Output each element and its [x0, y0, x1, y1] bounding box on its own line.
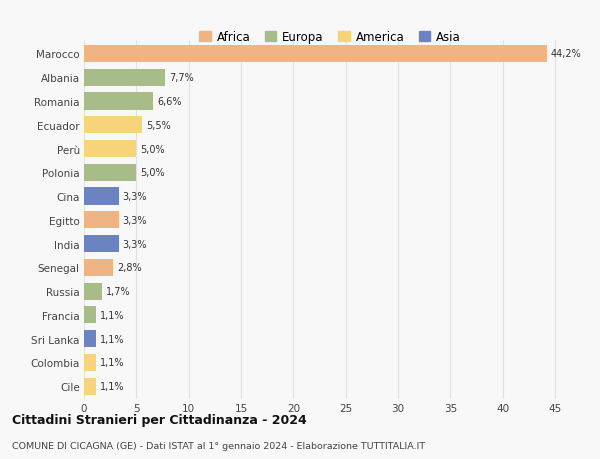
Text: 5,0%: 5,0%	[140, 144, 165, 154]
Text: 1,1%: 1,1%	[100, 358, 124, 368]
Text: 2,8%: 2,8%	[118, 263, 142, 273]
Text: 3,3%: 3,3%	[123, 239, 147, 249]
Text: 7,7%: 7,7%	[169, 73, 194, 83]
Text: 1,1%: 1,1%	[100, 310, 124, 320]
Bar	[84, 69, 164, 87]
Bar	[84, 330, 95, 347]
Text: 44,2%: 44,2%	[551, 50, 581, 59]
Text: Cittadini Stranieri per Cittadinanza - 2024: Cittadini Stranieri per Cittadinanza - 2…	[12, 413, 307, 426]
Legend: Africa, Europa, America, Asia: Africa, Europa, America, Asia	[196, 28, 464, 48]
Bar	[84, 46, 547, 63]
Bar	[84, 354, 95, 371]
Text: COMUNE DI CICAGNA (GE) - Dati ISTAT al 1° gennaio 2024 - Elaborazione TUTTITALIA: COMUNE DI CICAGNA (GE) - Dati ISTAT al 1…	[12, 441, 425, 450]
Text: 1,7%: 1,7%	[106, 286, 131, 297]
Bar	[84, 212, 119, 229]
Text: 5,0%: 5,0%	[140, 168, 165, 178]
Bar	[84, 235, 119, 252]
Text: 3,3%: 3,3%	[123, 191, 147, 202]
Text: 3,3%: 3,3%	[123, 215, 147, 225]
Bar	[84, 93, 153, 110]
Bar	[84, 283, 102, 300]
Bar	[84, 307, 95, 324]
Text: 1,1%: 1,1%	[100, 381, 124, 391]
Bar	[84, 259, 113, 276]
Text: 1,1%: 1,1%	[100, 334, 124, 344]
Text: 6,6%: 6,6%	[157, 97, 182, 107]
Bar	[84, 188, 119, 205]
Bar	[84, 140, 136, 158]
Bar	[84, 117, 142, 134]
Bar	[84, 378, 95, 395]
Bar	[84, 164, 136, 181]
Text: 5,5%: 5,5%	[146, 121, 170, 130]
